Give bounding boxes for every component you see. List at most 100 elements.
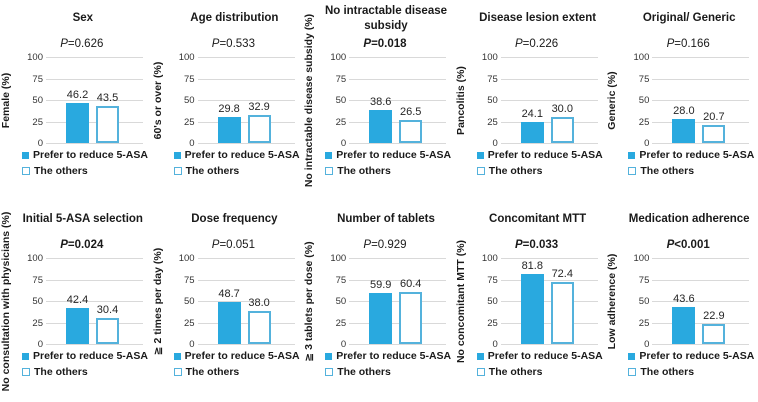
gridline bbox=[349, 121, 447, 123]
legend-label: The others bbox=[640, 366, 695, 378]
y-tick-label: 0 bbox=[37, 339, 43, 350]
y-tick-label: 25 bbox=[638, 317, 650, 329]
bar-value-label: 26.5 bbox=[399, 106, 422, 119]
y-tick-label: 100 bbox=[27, 52, 43, 63]
chart-title: Dose frequency bbox=[191, 213, 278, 226]
legend: Prefer to reduce 5-ASA The others bbox=[325, 149, 451, 181]
y-tick-label: 100 bbox=[481, 253, 498, 264]
legend-item: The others bbox=[628, 366, 754, 378]
y-tick-label: 50 bbox=[184, 296, 195, 307]
filled-square-icon bbox=[628, 151, 636, 159]
open-square-icon bbox=[22, 368, 30, 376]
open-square-icon bbox=[173, 167, 182, 175]
legend-item: Prefer to reduce 5-ASA bbox=[22, 149, 148, 161]
y-tick-label: 25 bbox=[32, 116, 43, 128]
y-tick-label: 25 bbox=[32, 317, 43, 329]
bar-value-label: 48.7 bbox=[218, 288, 240, 301]
chart-title: Sex bbox=[72, 12, 94, 25]
legend-item: The others bbox=[22, 165, 148, 177]
gridline bbox=[652, 301, 750, 302]
plot-area: 48.7 38.0 bbox=[197, 258, 295, 345]
chart-title: Number of tablets bbox=[337, 213, 435, 226]
y-tick-label: 100 bbox=[27, 253, 43, 264]
bar-value-label: 30.4 bbox=[96, 303, 119, 316]
open-square-icon bbox=[325, 368, 334, 376]
legend-label: The others bbox=[337, 366, 391, 378]
chart-title: Concomitant MTT bbox=[489, 213, 587, 226]
gridline bbox=[349, 344, 447, 345]
y-tick-label: 0 bbox=[340, 138, 347, 149]
legend-item: The others bbox=[476, 165, 603, 177]
legend-item: The others bbox=[325, 366, 451, 378]
gridline bbox=[197, 301, 295, 302]
plot-area: 28.0 20.7 bbox=[652, 57, 750, 144]
y-ticks: 100 75 50 25 0 bbox=[12, 253, 43, 350]
y-tick-label: 0 bbox=[340, 339, 347, 350]
filled-square-icon bbox=[22, 352, 29, 360]
gridline bbox=[500, 301, 598, 302]
bar-value-label: 72.4 bbox=[551, 267, 573, 280]
chart-cell: Disease lesion extent P=0.226 Pancolitis… bbox=[455, 0, 607, 201]
gridline bbox=[349, 143, 447, 144]
y-tick-label: 50 bbox=[335, 95, 347, 106]
chart-cell: Concomitant MTT P=0.033 No concomitant M… bbox=[455, 201, 607, 402]
gridline bbox=[349, 100, 447, 101]
gridline bbox=[500, 78, 598, 80]
y-tick-label: 75 bbox=[184, 274, 195, 286]
bar-open bbox=[550, 117, 574, 143]
gridline bbox=[349, 78, 447, 80]
legend-item: Prefer to reduce 5-ASA bbox=[628, 350, 754, 362]
y-tick-label: 75 bbox=[638, 274, 650, 286]
y-tick-label: 75 bbox=[32, 274, 43, 286]
chart-cell: No intractable disease subsidy P=0.018 N… bbox=[303, 0, 455, 201]
y-ticks: 100 75 50 25 0 bbox=[315, 52, 347, 149]
open-square-icon bbox=[476, 167, 485, 175]
chart-title: Medication adherence bbox=[628, 213, 750, 226]
gridline bbox=[46, 258, 143, 259]
legend-label: Prefer to reduce 5-ASA bbox=[33, 350, 148, 362]
bar-filled bbox=[672, 306, 696, 344]
filled-square-icon bbox=[476, 352, 484, 360]
legend: Prefer to reduce 5-ASA The others bbox=[173, 350, 300, 382]
gridline bbox=[46, 143, 143, 144]
y-tick-label: 50 bbox=[638, 296, 650, 307]
y-tick-label: 50 bbox=[638, 95, 650, 106]
y-tick-label: 75 bbox=[487, 274, 498, 286]
filled-square-icon bbox=[325, 352, 333, 360]
y-tick-label: 25 bbox=[335, 116, 347, 128]
legend: Prefer to reduce 5-ASA The others bbox=[628, 350, 754, 382]
bar-open bbox=[247, 114, 271, 143]
filled-square-icon bbox=[628, 352, 636, 360]
plot-area: 81.8 72.4 bbox=[500, 258, 598, 345]
gridline bbox=[46, 100, 143, 101]
plot-area: 24.1 30.0 bbox=[500, 57, 598, 144]
bar-open bbox=[550, 281, 574, 344]
p-value: P=0.024 bbox=[60, 239, 104, 251]
open-square-icon bbox=[628, 368, 637, 376]
bar-filled bbox=[369, 292, 393, 344]
y-tick-label: 100 bbox=[330, 52, 347, 63]
p-value: P=0.033 bbox=[514, 239, 559, 251]
y-ticks: 100 75 50 25 0 bbox=[618, 253, 650, 350]
legend-label: Prefer to reduce 5-ASA bbox=[33, 149, 148, 161]
gridline bbox=[197, 344, 295, 345]
bar-value-label: 43.5 bbox=[96, 91, 119, 104]
legend-label: Prefer to reduce 5-ASA bbox=[184, 350, 300, 362]
gridline bbox=[46, 279, 143, 281]
bar-value-label: 30.0 bbox=[551, 103, 573, 116]
plot-area: 43.6 22.9 bbox=[652, 258, 750, 345]
gridline bbox=[197, 57, 295, 58]
chart-cell: Number of tablets P=0.929 ≧ 3 tablets pe… bbox=[303, 201, 455, 402]
y-ticks: 100 75 50 25 0 bbox=[164, 52, 195, 149]
open-square-icon bbox=[22, 167, 30, 175]
legend: Prefer to reduce 5-ASA The others bbox=[325, 350, 451, 382]
gridline bbox=[197, 121, 295, 123]
bar-value-label: 43.6 bbox=[673, 292, 695, 305]
gridline bbox=[500, 57, 598, 58]
legend-label: Prefer to reduce 5-ASA bbox=[639, 350, 755, 362]
gridline bbox=[197, 322, 295, 324]
y-ticks: 100 75 50 25 0 bbox=[467, 52, 498, 149]
bar-value-label: 81.8 bbox=[521, 259, 543, 272]
bar-value-label: 28.0 bbox=[673, 104, 695, 117]
gridline bbox=[500, 322, 598, 324]
